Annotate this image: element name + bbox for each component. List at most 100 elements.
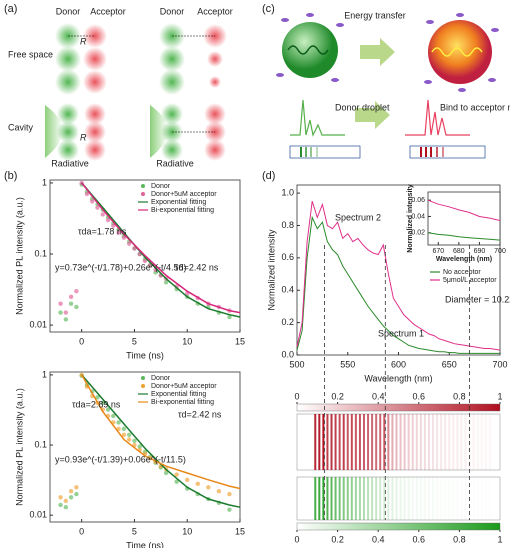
- barcode-line: [379, 477, 382, 520]
- scale-tick-label: 0: [294, 534, 299, 544]
- barcode-line: [427, 414, 430, 470]
- barcode-line: [464, 477, 466, 520]
- x-tick-label: 700: [494, 248, 506, 255]
- data-point: [95, 395, 100, 400]
- data-point: [216, 488, 222, 494]
- barcode-line: [342, 414, 345, 470]
- barcode-line: [444, 477, 446, 520]
- barcode-line: [440, 414, 443, 470]
- data-line: [296, 215, 500, 354]
- barcode-line: [423, 477, 426, 520]
- legend-label: Donor+5uM acceptor: [151, 383, 217, 390]
- y-tick-label: 0.01: [29, 319, 47, 329]
- annotation: y=0.93e^(-t/1.39)+0.06e^(-t/11.5): [55, 454, 186, 464]
- y-tick-label: 1: [42, 177, 47, 187]
- annotation: Spectrum 2: [335, 212, 381, 222]
- data-point: [185, 477, 190, 482]
- barcode-line: [436, 477, 438, 520]
- data-point: [58, 495, 63, 500]
- y-tick-label: 0.01: [29, 510, 47, 520]
- x-axis-label: Wavelength (nm): [364, 373, 432, 383]
- header: Donor: [56, 6, 81, 16]
- data-point: [100, 400, 105, 406]
- panel-label: (d): [262, 170, 275, 182]
- barcode-line: [460, 414, 463, 470]
- data-point: [126, 241, 132, 246]
- barcode-line: [350, 477, 353, 520]
- data-point: [63, 317, 69, 322]
- scale-tick-label: 0.2: [331, 534, 344, 544]
- data-point: [74, 485, 79, 490]
- y-axis-label: Normalized PL intensity (a.u.): [14, 197, 24, 315]
- data-point: [68, 301, 74, 306]
- barcode-line: [387, 477, 390, 520]
- x-axis-label: Time (ns): [126, 540, 164, 548]
- barcode-line: [383, 477, 386, 520]
- data-point: [90, 199, 95, 204]
- barcode-line: [346, 477, 349, 520]
- chart: 0 5 10 15 0.01 0.1 1 Time (ns) Normalized PL int…: [14, 177, 245, 360]
- barcode-line: [334, 414, 337, 470]
- barcode-line: [318, 477, 321, 520]
- data-point: [126, 437, 132, 442]
- scale-tick-label: 1: [497, 391, 502, 401]
- barcode-line: [456, 477, 458, 520]
- y-tick-label: 0.0: [281, 349, 294, 359]
- barcode-line: [448, 477, 450, 520]
- barcode-line: [403, 477, 406, 520]
- x-tick-label: 550: [340, 359, 355, 369]
- barcode-line: [350, 414, 353, 470]
- y-tick-label: 0.2: [281, 317, 294, 327]
- y-axis-label: Normalized intensity: [407, 184, 414, 253]
- y-tick-label: 1.0: [281, 187, 294, 197]
- barcode-line: [326, 414, 329, 470]
- x-tick-label: 10: [182, 526, 192, 536]
- annotation: Diameter = 10.22μm: [445, 294, 510, 304]
- data-point: [121, 235, 127, 240]
- data-line: [427, 232, 501, 241]
- barcode-line: [436, 414, 439, 470]
- barcode-line: [477, 477, 479, 520]
- data-point: [111, 413, 116, 419]
- x-tick-label: 690: [474, 248, 486, 255]
- barcode-line: [326, 477, 329, 520]
- y-tick-label: 1: [42, 369, 47, 379]
- legend-marker: [141, 384, 145, 388]
- label: Donor droplet: [335, 102, 390, 112]
- barcode-line: [448, 414, 451, 470]
- data-point: [105, 217, 111, 223]
- data-point: [132, 438, 137, 443]
- barcode-line: [399, 477, 402, 520]
- barcode-line: [334, 477, 337, 520]
- data-line: [81, 182, 241, 318]
- row-label: Cavity: [8, 122, 34, 132]
- barcode-line: [456, 414, 459, 470]
- label: Bind to acceptor molecules: [440, 102, 510, 112]
- legend-label: Donor: [151, 183, 171, 190]
- data-point: [195, 481, 200, 487]
- barcode-line: [367, 477, 370, 520]
- legend-marker: [141, 192, 145, 196]
- barcode-line: [480, 414, 483, 470]
- barcode-line: [314, 414, 317, 470]
- data-point: [174, 472, 179, 477]
- y-tick-label: 0.6: [281, 252, 294, 262]
- legend-label: Donor+5uM acceptor: [151, 191, 217, 198]
- barcode-line: [460, 477, 462, 520]
- barcode-line: [371, 414, 374, 470]
- plot-frame: [427, 191, 501, 246]
- data-point: [227, 314, 232, 320]
- barcode-line: [440, 477, 442, 520]
- data-point: [111, 223, 116, 228]
- y-tick-label: 0.06: [411, 197, 425, 204]
- barcode-line: [444, 414, 447, 470]
- data-point: [58, 301, 63, 306]
- annotation: τd=2.42 ns: [178, 409, 222, 419]
- data-point: [137, 444, 142, 449]
- data-point: [74, 304, 79, 310]
- data-point: [63, 505, 69, 510]
- barcode-line: [346, 414, 349, 470]
- barcode-line: [423, 414, 426, 470]
- barcode-line: [472, 414, 475, 470]
- barcode-line: [489, 414, 491, 470]
